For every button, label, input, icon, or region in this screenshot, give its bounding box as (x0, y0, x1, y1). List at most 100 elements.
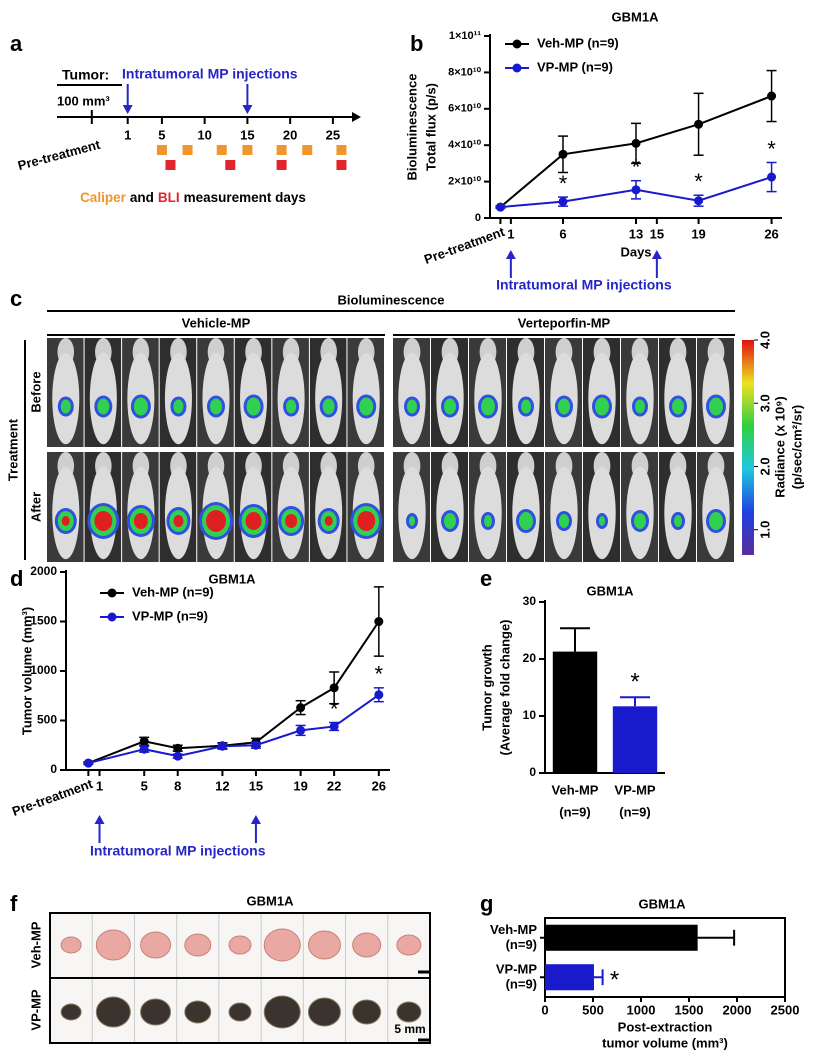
group-label: Verteporfin-MP (518, 315, 611, 330)
x-tick-label: Veh-MP (552, 782, 599, 797)
point (767, 172, 777, 182)
signal (407, 399, 417, 414)
point (217, 741, 227, 751)
signal (444, 513, 456, 529)
x-tick-label: 0 (541, 1002, 548, 1017)
colorbar-label: Radiance (x 10⁹) (772, 396, 787, 498)
series-line (88, 693, 380, 765)
tumor (352, 999, 382, 1025)
point (329, 721, 339, 731)
and-word: and (130, 190, 154, 205)
signal (519, 512, 533, 530)
x-tick-note: (n=9) (559, 804, 590, 819)
chart-title: GBM1A (639, 896, 687, 911)
colorbar (742, 340, 754, 555)
signal (324, 516, 333, 526)
y-tick-label: VP-MP (496, 962, 538, 977)
y-tick-label: 4×10¹⁰ (448, 139, 481, 151)
signal (133, 397, 148, 416)
signal (359, 397, 374, 416)
tumor (140, 931, 172, 959)
error-bar (620, 696, 650, 707)
signal (97, 398, 110, 415)
signal (94, 511, 113, 531)
bar (545, 964, 594, 991)
arrow-head (352, 112, 361, 122)
bli-day (336, 160, 347, 170)
x-tick-label: 15 (650, 226, 664, 241)
caliper-day (182, 145, 193, 155)
error-bar (697, 929, 736, 946)
point (173, 743, 183, 753)
signal (246, 397, 261, 416)
panel-letter: f (10, 891, 18, 916)
signal (61, 516, 70, 526)
row-label: VP-MP (28, 989, 43, 1031)
y-tick-label: 20 (523, 651, 537, 665)
legend-label: Veh-MP (n=9) (132, 584, 214, 599)
signal (635, 399, 645, 414)
tumor (60, 1003, 82, 1021)
tumor (396, 1001, 422, 1023)
tumor (263, 995, 301, 1029)
bar (552, 651, 598, 773)
x-tick-label: 1 (96, 778, 103, 793)
arrow-head (250, 815, 261, 824)
x-tick-label: 6 (559, 226, 566, 241)
x-tick-label: 26 (764, 226, 778, 241)
tumor (228, 1002, 252, 1022)
x-tick-label: 22 (327, 778, 341, 793)
panel-letter: g (480, 891, 493, 916)
point (296, 703, 306, 713)
x-tick-label: 1500 (675, 1002, 704, 1017)
x-tick-label: 12 (215, 778, 229, 793)
bar (545, 924, 698, 951)
imaging-title: Bioluminescence (338, 292, 445, 307)
tumor (60, 936, 82, 954)
y-tick-label: 1500 (30, 614, 57, 628)
caliper-day (302, 145, 313, 155)
legend-marker (107, 612, 117, 622)
signal (709, 397, 723, 416)
x-tick-label: 26 (372, 778, 386, 793)
arrow-head (242, 105, 253, 114)
measurement-word: measurement days (184, 190, 306, 205)
series-line (87, 620, 380, 765)
signal (60, 399, 71, 414)
legend-marker (107, 588, 117, 598)
colorbar-tick-label: 2.0 (757, 457, 772, 475)
point (139, 736, 149, 746)
panel-letter: a (10, 31, 23, 56)
injection-label: Intratumoral MP injections (90, 843, 266, 859)
point (139, 744, 149, 754)
row-label: Veh-MP (28, 921, 43, 968)
signal (558, 398, 570, 415)
x-tick-label: Pre-treatment (10, 776, 95, 819)
panel-letter: e (480, 566, 492, 591)
signal (286, 399, 297, 414)
y-tick-label: 0 (475, 212, 481, 224)
tumor (352, 932, 382, 958)
y-tick-label: 1000 (30, 663, 57, 677)
bli-day (276, 160, 287, 170)
timeline-tick-label: 5 (158, 127, 165, 142)
panel-letter: c (10, 286, 22, 311)
signal (634, 513, 646, 529)
legend-label: Veh-MP (n=9) (537, 35, 619, 50)
x-tick-label: 2000 (723, 1002, 752, 1017)
signal (444, 398, 456, 415)
bli-day (165, 160, 176, 170)
timeline-tick-label: 25 (326, 127, 340, 142)
signal (672, 398, 684, 415)
caliper-day (156, 145, 167, 155)
x-tick-label: 5 (141, 778, 148, 793)
chart-title: GBM1A (587, 583, 635, 598)
tumor (184, 933, 212, 957)
y-axis-label: Bioluminescence (404, 74, 419, 181)
injection-label: Intratumoral MP injections (496, 277, 672, 293)
bli-word: BLI (158, 190, 180, 205)
significance: * (632, 155, 641, 180)
y-axis-label: Tumor volume (mm³) (19, 607, 34, 735)
y-tick-label: 2000 (30, 564, 57, 578)
